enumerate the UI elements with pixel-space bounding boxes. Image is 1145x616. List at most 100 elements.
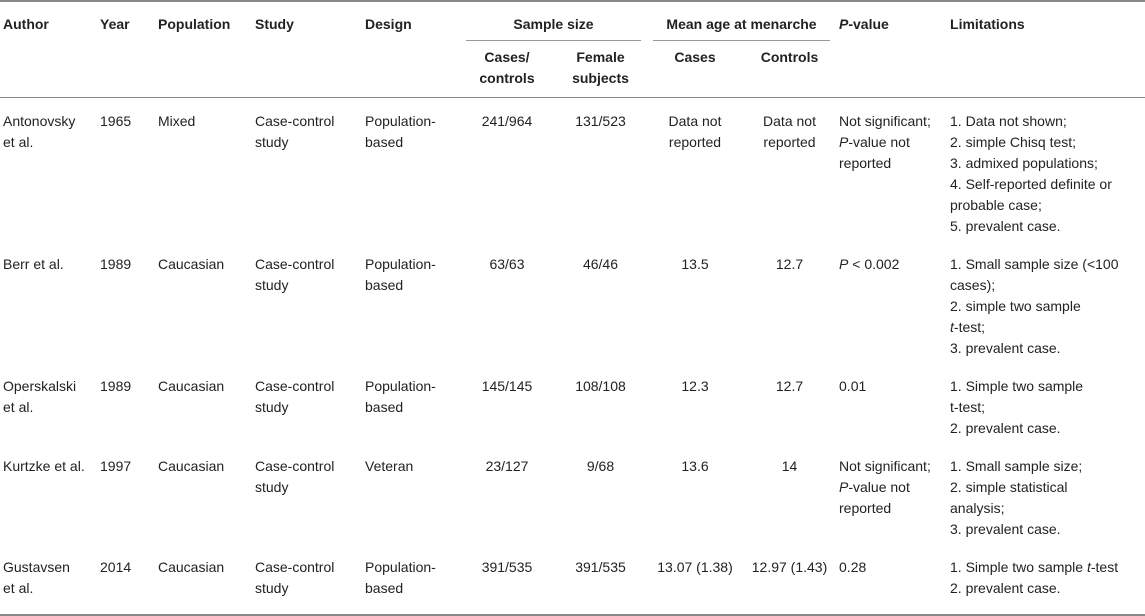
cell-population: Mixed — [155, 97, 252, 241]
cell-line: t-test; — [950, 319, 986, 335]
cell-line: 12.97 (1.43) — [751, 559, 828, 575]
cell-line: 14 — [781, 458, 798, 474]
table-row: Operskalski et al. 1989 Caucasian Case-contr… — [0, 363, 1145, 443]
cell-limitations: 1. Small sample size; 2. simple statistic… — [947, 443, 1145, 544]
cell-study: Case-control study — [252, 241, 362, 363]
cell-female-subjects: 108/108 — [575, 378, 626, 394]
cell-age-controls: Data not reported — [743, 97, 837, 241]
cell-line: based — [365, 399, 404, 415]
header-p-rest: -value — [848, 16, 889, 32]
cell-line: P-value not — [839, 479, 910, 495]
cell-line: Kurtzke et al. — [3, 458, 85, 474]
cell-design: Population-based — [362, 97, 460, 241]
cell-line: study — [255, 479, 289, 495]
cell-line: 0.01 — [839, 378, 867, 394]
table-row: Antonovsky et al. 1965 Mixed Case-control stu… — [0, 97, 1145, 241]
cell-author: Operskalski et al. — [0, 363, 97, 443]
table-header: Author Year Population Study Design Samp… — [0, 1, 1145, 98]
header-p-value: P-value — [836, 1, 947, 98]
cell-line: based — [365, 580, 404, 596]
header-mean-age: Mean age at menarche — [647, 1, 836, 41]
cell-study: Case-control study — [252, 443, 362, 544]
cell-line: 3. admixed populations; — [950, 155, 1098, 171]
cell-age-cases: 13.5 — [647, 241, 743, 363]
cell-line: study — [255, 134, 289, 150]
header-age-cases: Cases — [674, 49, 716, 65]
cell-study: Case-control study — [252, 363, 362, 443]
cell-line: 0.28 — [839, 559, 867, 575]
cell-line: Operskalski — [3, 378, 77, 394]
cell-age-cases: 13.07 (1.38) — [647, 544, 743, 615]
cell-cases-controls: 241/964 — [460, 97, 554, 241]
cell-line: 1. Simple two sample t-test — [950, 559, 1119, 575]
cell-line: study — [255, 277, 289, 293]
header-female-subjects: Female subjects — [554, 41, 647, 98]
cell-line: 5. prevalent case. — [950, 218, 1061, 234]
cell-line: et al. — [3, 399, 34, 415]
cell-author: Antonovsky et al. — [0, 97, 97, 241]
cell-cases-controls: 145/145 — [481, 378, 533, 394]
cell-year: 1965 — [97, 97, 155, 241]
cell-cases-controls: 63/63 — [489, 256, 525, 272]
header-population: Population — [158, 16, 231, 32]
cell-limitations: 1. Simple two sample t-test; 2. prevalent … — [947, 363, 1145, 443]
cell-line: cases); — [950, 277, 996, 293]
cell-line: 3. prevalent case. — [950, 521, 1061, 537]
cell-line: 12.7 — [775, 378, 804, 394]
header-age-controls: Controls — [760, 49, 819, 65]
cell-line: Not significant; — [839, 113, 931, 129]
cell-age-controls: 12.97 (1.43) — [743, 544, 836, 615]
table-row: Kurtzke et al. 1997 Caucasian Case-control s… — [0, 443, 1145, 544]
cell-line: reported — [839, 155, 892, 171]
cell-line: P-value not — [839, 134, 910, 150]
cell-line: P < 0.002 — [839, 256, 900, 272]
cell-year: 1997 — [100, 458, 132, 474]
cell-line: 13.07 (1.38) — [657, 559, 733, 575]
cell-line: study — [255, 580, 289, 596]
cell-year: 1989 — [100, 256, 132, 272]
cell-line: based — [365, 277, 404, 293]
header-author: Author — [3, 16, 49, 32]
cell-line: 1. Small sample size (<100 — [950, 256, 1119, 272]
cell-population: Caucasian — [158, 458, 225, 474]
header-sample-size-label: Sample size — [513, 16, 594, 32]
header-cases-controls-line1: Cases/ — [484, 49, 530, 65]
cell-p-value: Not significant; P-value not reported — [836, 443, 947, 544]
cell-age-controls: 14 — [743, 443, 836, 544]
cell-line: Case-control — [255, 113, 335, 129]
cell-line: Data not — [763, 113, 816, 129]
cell-line: Data not — [668, 113, 722, 129]
cell-female-subjects: 391/535 — [575, 559, 626, 575]
cell-p-value: Not significant; P-value not reported — [836, 97, 948, 241]
cell-author: Berr et al. — [0, 241, 97, 363]
cell-age-cases: 13.6 — [647, 443, 743, 544]
cell-design: Population-based — [362, 544, 460, 615]
cell-cases-controls: 23/127 — [485, 458, 529, 474]
cell-line: 2. simple two sample — [950, 298, 1081, 314]
cell-year: 1989 — [100, 378, 132, 394]
cell-author: Kurtzke et al. — [0, 443, 97, 544]
cell-design: Population-based — [362, 241, 460, 363]
cell-line: reported — [763, 134, 816, 150]
cell-line: Case-control — [255, 378, 335, 394]
cell-cases-controls: 391/535 — [481, 559, 533, 575]
cell-line: Population- — [365, 559, 436, 575]
cell-population: Caucasian — [158, 256, 225, 272]
cell-p-value: P < 0.002 — [836, 241, 947, 363]
cell-line: 3. prevalent case. — [950, 340, 1061, 356]
cell-line: t-test; — [950, 399, 986, 415]
cell-line: Gustavsen — [3, 559, 70, 575]
cell-p-value: 0.01 — [836, 363, 947, 443]
header-female-subjects-line2: subjects — [572, 70, 629, 86]
header-mean-age-label: Mean age at menarche — [666, 16, 817, 32]
cell-line: 4. Self-reported definite or — [950, 176, 1112, 192]
cell-line: 1. Small sample size; — [950, 458, 1083, 474]
cell-line: 1. Data not shown; — [950, 113, 1067, 129]
cell-age-cases: Data not reported — [647, 97, 743, 241]
cell-line: 13.6 — [681, 458, 709, 474]
cell-year: 2014 — [100, 559, 132, 575]
cell-line: 12.3 — [681, 378, 709, 394]
cell-female-subjects: 46/46 — [582, 256, 619, 272]
cell-limitations: 1. Small sample size (<100 cases); 2. simp… — [947, 241, 1145, 363]
cell-design: Veteran — [362, 443, 460, 544]
